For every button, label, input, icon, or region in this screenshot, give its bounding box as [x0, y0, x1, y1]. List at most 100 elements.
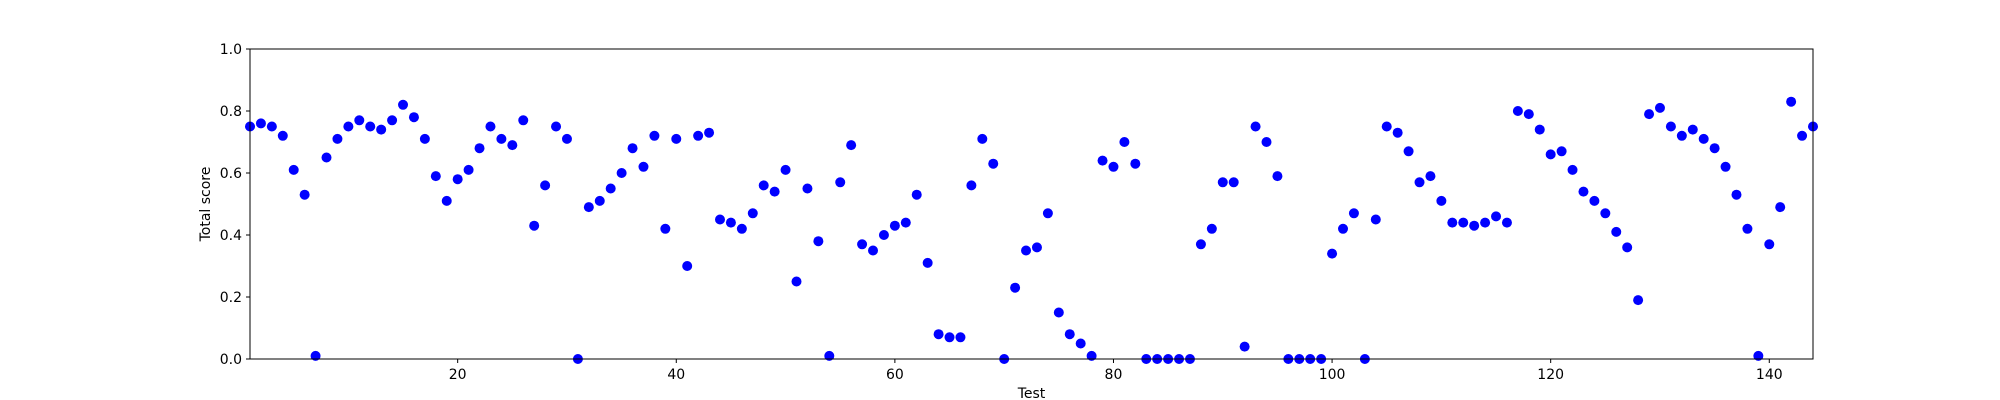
data-point — [1786, 96, 1797, 107]
data-point — [1348, 208, 1359, 219]
y-tick-label: 0.6 — [220, 166, 242, 182]
data-point — [955, 332, 966, 343]
data-point — [277, 130, 288, 141]
data-point — [780, 164, 791, 175]
data-point — [802, 183, 813, 194]
data-point — [1633, 295, 1644, 306]
data-point — [693, 130, 704, 141]
data-point — [736, 223, 747, 234]
data-point — [1436, 195, 1447, 206]
data-point — [1414, 177, 1425, 188]
data-point — [1447, 217, 1458, 228]
data-point — [452, 174, 463, 185]
data-point — [605, 183, 616, 194]
y-tick-label: 0.0 — [220, 352, 242, 368]
data-point — [266, 121, 277, 132]
data-point — [835, 177, 846, 188]
data-point — [889, 220, 900, 231]
data-point — [1042, 208, 1053, 219]
data-point — [1130, 158, 1141, 169]
y-tick-label: 0.4 — [220, 228, 242, 244]
x-tick-label: 20 — [449, 367, 467, 383]
data-point — [813, 236, 824, 247]
data-point — [1403, 146, 1414, 157]
data-point — [846, 140, 857, 151]
data-point — [551, 121, 562, 132]
data-point — [583, 202, 594, 213]
data-point — [944, 332, 955, 343]
data-point — [1622, 242, 1633, 253]
data-point — [310, 350, 321, 361]
data-point — [1338, 223, 1349, 234]
data-point — [671, 133, 682, 144]
y-axis-label: Total score — [198, 167, 214, 243]
y-tick-label: 1.0 — [220, 42, 242, 58]
data-point — [561, 133, 572, 144]
x-tick-label: 140 — [1756, 367, 1783, 383]
data-point — [1654, 102, 1665, 113]
data-point — [1469, 220, 1480, 231]
data-point — [430, 171, 441, 182]
data-point — [649, 130, 660, 141]
data-point — [1228, 177, 1239, 188]
data-point — [1534, 124, 1545, 135]
data-point — [824, 350, 835, 361]
data-point — [1687, 124, 1698, 135]
data-point — [1775, 202, 1786, 213]
data-point — [1545, 149, 1556, 160]
data-point — [627, 143, 638, 154]
data-point — [332, 133, 343, 144]
data-point — [791, 276, 802, 287]
y-tick-label: 0.8 — [220, 104, 242, 120]
data-point — [1578, 186, 1589, 197]
data-point — [1097, 155, 1108, 166]
data-point — [1797, 130, 1808, 141]
data-point — [398, 99, 409, 110]
data-point — [1567, 164, 1578, 175]
data-point — [704, 127, 715, 138]
data-point — [1206, 223, 1217, 234]
data-point — [365, 121, 376, 132]
data-point — [725, 217, 736, 228]
data-points — [245, 96, 1818, 364]
data-point — [977, 133, 988, 144]
data-point — [1250, 121, 1261, 132]
data-point — [747, 208, 758, 219]
data-point — [1731, 189, 1742, 200]
data-point — [1501, 217, 1512, 228]
data-point — [288, 164, 299, 175]
data-point — [1108, 161, 1119, 172]
data-point — [507, 140, 518, 151]
data-point — [1556, 146, 1567, 157]
data-point — [714, 214, 725, 225]
data-point — [660, 223, 671, 234]
data-point — [1458, 217, 1469, 228]
data-point — [933, 329, 944, 340]
x-axis-label: Test — [1017, 386, 1046, 400]
data-point — [1239, 341, 1250, 352]
data-point — [463, 164, 474, 175]
data-point — [966, 180, 977, 191]
data-point — [988, 158, 999, 169]
data-point — [1665, 121, 1676, 132]
data-point — [1381, 121, 1392, 132]
data-point — [419, 133, 430, 144]
data-point — [343, 121, 354, 132]
data-point — [922, 257, 933, 268]
data-point — [1512, 106, 1523, 116]
data-point — [1392, 127, 1403, 138]
data-point — [616, 168, 627, 178]
data-point — [1611, 226, 1622, 237]
data-point — [1709, 143, 1720, 154]
data-point — [1217, 177, 1228, 188]
data-point — [1600, 208, 1611, 219]
data-point — [769, 186, 780, 197]
data-point — [529, 220, 540, 231]
data-point — [1742, 223, 1753, 234]
data-point — [857, 239, 868, 250]
data-point — [1764, 239, 1775, 250]
data-point — [540, 180, 551, 191]
data-point — [1425, 171, 1436, 182]
data-point — [1119, 137, 1130, 147]
